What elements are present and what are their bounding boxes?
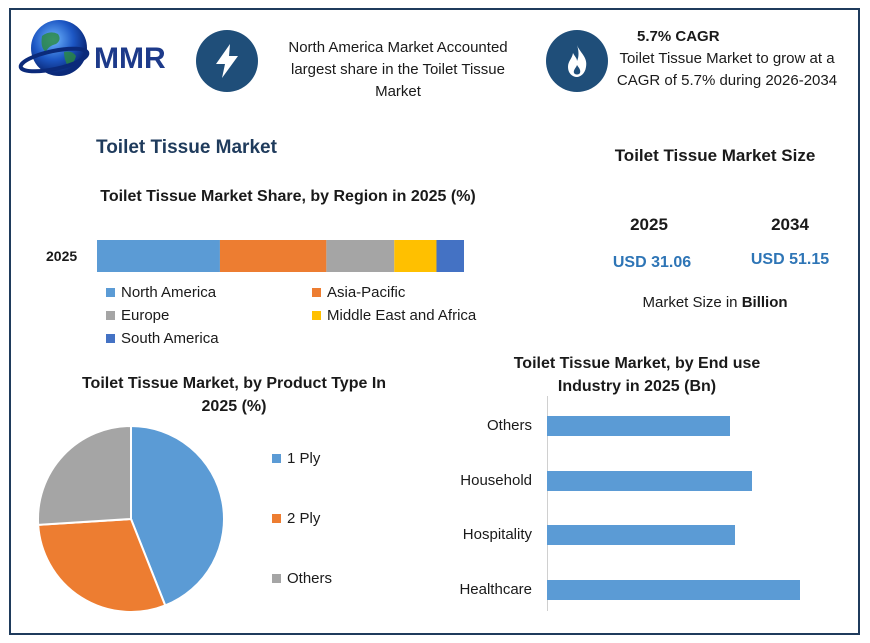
region-bar-segment-asia-pacific bbox=[219, 240, 327, 272]
region-legend-item-north-america: North America bbox=[106, 284, 216, 301]
region-bar-segment-south-america bbox=[436, 240, 464, 272]
legend-label: Europe bbox=[121, 307, 170, 324]
legend-swatch bbox=[272, 574, 281, 583]
pie-legend-item-1-ply: 1 Ply bbox=[272, 450, 320, 467]
cagr-title: 5.7% CAGR bbox=[637, 28, 720, 45]
unit-prefix: Market Size in bbox=[642, 294, 742, 311]
enduse-bar-others bbox=[547, 416, 730, 436]
enduse-category-label-healthcare: Healthcare bbox=[459, 580, 532, 598]
enduse-axis-line bbox=[547, 396, 548, 611]
enduse-bar-hospitality bbox=[547, 525, 735, 545]
size-value-2034: USD 51.15 bbox=[750, 251, 830, 268]
legend-swatch bbox=[106, 311, 115, 320]
legend-label: 2 Ply bbox=[287, 510, 321, 527]
legend-swatch bbox=[272, 514, 281, 523]
legend-label: Others bbox=[287, 570, 333, 587]
lightning-icon bbox=[196, 30, 258, 92]
enduse-category-label-others: Others bbox=[486, 417, 532, 434]
mmr-logo: MMR bbox=[14, 12, 174, 82]
region-legend-item-south-america: South America bbox=[106, 330, 219, 347]
unit-bold: Billion bbox=[741, 294, 788, 311]
enduse-chart-title: Toilet Tissue Market, by End use Industr… bbox=[513, 355, 761, 395]
region-chart-title: Toilet Tissue Market Share, by Region in… bbox=[100, 188, 476, 205]
region-legend-item-asia-pacific: Asia-Pacific bbox=[312, 284, 405, 301]
product-legend: 1 Ply 2 Ply Others bbox=[272, 450, 392, 600]
region-chart-category: 2025 bbox=[46, 248, 78, 264]
region-stacked-bar bbox=[97, 240, 464, 272]
enduse-category-label-hospitality: Hospitality bbox=[462, 526, 532, 543]
logo-text: MMR bbox=[94, 42, 166, 75]
legend-label: North America bbox=[121, 284, 217, 301]
enduse-category-label-household: Household bbox=[460, 471, 532, 489]
product-pie-chart bbox=[37, 424, 225, 613]
market-size-title: Toilet Tissue Market Size bbox=[614, 146, 816, 165]
market-size-unit: Market Size in Billion bbox=[590, 294, 840, 311]
region-bar-segment-europe bbox=[326, 240, 395, 272]
size-year-2034: 2034 bbox=[771, 215, 809, 234]
legend-label: Middle East and Africa bbox=[327, 307, 477, 324]
page-frame bbox=[9, 8, 860, 635]
legend-swatch bbox=[312, 288, 321, 297]
pie-slice-1-ply bbox=[130, 424, 225, 607]
legend-label: Asia-Pacific bbox=[327, 284, 406, 301]
region-legend-item-europe: Europe bbox=[106, 307, 169, 324]
highlight-text-1: North America Market Accounted largest s… bbox=[288, 39, 508, 100]
enduse-bar-household bbox=[547, 470, 752, 491]
legend-swatch bbox=[106, 288, 115, 297]
pie-legend-item-2-ply: 2 Ply bbox=[272, 510, 320, 527]
enduse-bar-healthcare bbox=[547, 579, 800, 600]
size-value-2025: USD 31.06 bbox=[612, 254, 692, 271]
legend-swatch bbox=[106, 334, 115, 343]
highlight-text-2: Toilet Tissue Market to grow at a CAGR o… bbox=[616, 50, 838, 89]
region-legend: North America Asia-Pacific Europe Middle Ea… bbox=[106, 284, 506, 354]
enduse-bar-chart: Others Household Hospitality Healthcare bbox=[430, 396, 850, 616]
pie-legend-item-others: Others bbox=[272, 570, 332, 587]
product-chart-title: Toilet Tissue Market, by Product Type In… bbox=[81, 375, 387, 415]
main-title: Toilet Tissue Market bbox=[96, 137, 277, 158]
region-bar-segment-middle-east-and-africa bbox=[394, 240, 437, 272]
legend-label: 1 Ply bbox=[287, 450, 321, 467]
size-year-2025: 2025 bbox=[630, 215, 668, 234]
flame-icon bbox=[546, 30, 608, 92]
legend-swatch bbox=[272, 454, 281, 463]
region-legend-item-middle-east-and-africa: Middle East and Africa bbox=[312, 307, 476, 324]
region-bar-segment-north-america bbox=[97, 240, 220, 272]
legend-label: South America bbox=[121, 330, 219, 347]
legend-swatch bbox=[312, 311, 321, 320]
pie-slice-2-ply bbox=[37, 517, 167, 613]
pie-slice-others bbox=[37, 424, 132, 526]
